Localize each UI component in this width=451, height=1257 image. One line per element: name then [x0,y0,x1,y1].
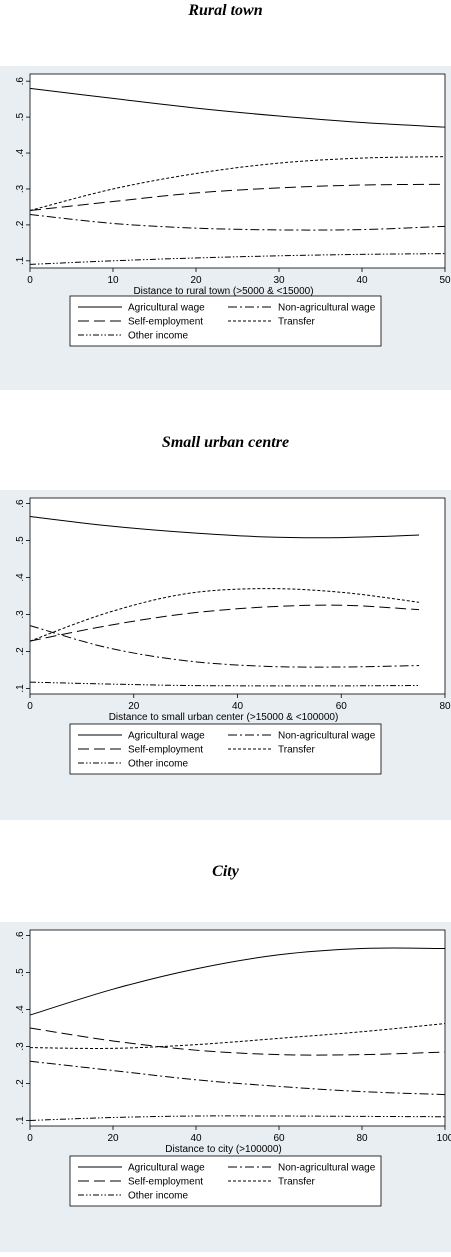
legend-label-non-agricultural-wage: Non-agricultural wage [278,731,376,742]
legend-label-self-employment: Self-employment [128,745,203,756]
series-line-other-income [29,253,446,265]
series-line-other-income [29,1115,446,1121]
series-line-self-employment [29,183,446,212]
legend [69,1155,382,1207]
line-chart-small-urban-centre: .1 .2 .3 .4 .5 .6 0 20 40 60 80 Distance to small u… [15,497,451,775]
series-line-agricultural-wage [29,947,446,1016]
chart-panel-rural-town: .1 .2 .3 .4 .5 .6 0 10 20 30 40 50 Distance to rural… [0,66,451,390]
x-tick-label: 0 [27,701,33,712]
legend-label-non-agricultural-wage: Non-agricultural wage [278,1163,376,1174]
y-tick-label: .1 [15,1116,26,1125]
series-line-self-employment [29,604,420,642]
x-tick-label: 80 [439,701,451,712]
x-tick-label: 30 [273,275,285,286]
line-chart-rural-town: .1 .2 .3 .4 .5 .6 0 10 20 30 40 50 Distance to rural… [15,73,451,347]
legend-label-other-income: Other income [128,759,188,770]
y-tick-label: .6 [15,499,26,508]
y-tick-label: .6 [15,77,26,86]
y-tick-label: .4 [15,148,26,157]
x-axis-label: Distance to city (>100000) [165,1144,281,1155]
x-tick-label: 20 [190,275,202,286]
x-tick-label: 60 [273,1133,285,1144]
series-line-other-income [29,681,420,687]
legend-label-agricultural-wage: Agricultural wage [128,303,205,314]
plot-area [29,73,446,269]
series-line-transfer [29,588,420,642]
y-tick-label: .3 [15,610,26,619]
y-tick-label: .5 [15,113,26,122]
y-tick-label: .6 [15,931,26,940]
legend-label-self-employment: Self-employment [128,317,203,328]
x-tick-label: 60 [336,701,348,712]
legend-label-agricultural-wage: Agricultural wage [128,1163,205,1174]
legend-label-transfer: Transfer [278,745,316,756]
plot-area [29,929,446,1127]
series-line-non-agricultural-wage [29,625,420,668]
legend [69,723,382,775]
legend [69,295,382,347]
legend-label-self-employment: Self-employment [128,1177,203,1188]
y-tick-label: .3 [15,1042,26,1051]
y-tick-label: .2 [15,647,26,656]
series-line-non-agricultural-wage [29,1060,446,1096]
x-tick-label: 10 [107,275,119,286]
x-tick-label: 50 [439,275,451,286]
y-tick-label: .5 [15,968,26,977]
legend-label-other-income: Other income [128,331,188,342]
x-tick-label: 40 [232,701,244,712]
x-tick-label: 80 [356,1133,368,1144]
x-axis-label: Distance to rural town (>5000 & <15000) [133,286,313,297]
y-tick-label: .1 [15,684,26,693]
x-tick-label: 40 [190,1133,202,1144]
x-tick-label: 20 [107,1133,119,1144]
x-tick-label: 0 [27,275,33,286]
legend-label-agricultural-wage: Agricultural wage [128,731,205,742]
x-tick-label: 0 [27,1133,33,1144]
legend-label-transfer: Transfer [278,317,316,328]
chart-panel-city: .1 .2 .3 .4 .5 .6 0 20 40 60 80 100 Distance to city… [0,922,451,1252]
y-tick-label: .2 [15,220,26,229]
series-line-transfer [29,1023,446,1049]
legend-label-other-income: Other income [128,1191,188,1202]
y-tick-label: .4 [15,573,26,582]
series-line-agricultural-wage [29,515,420,539]
x-axis-label: Distance to small urban center (>15000 &… [109,712,339,723]
line-chart-city: .1 .2 .3 .4 .5 .6 0 20 40 60 80 100 Distance to city… [15,929,451,1207]
x-tick-label: 40 [356,275,368,286]
series-line-transfer [29,156,446,212]
y-tick-label: .3 [15,184,26,193]
chart-title-rural-town: Rural town [188,2,263,19]
y-tick-label: .4 [15,1005,26,1014]
chart-title-small-urban-centre: Small urban centre [161,434,290,451]
plot-area [29,497,446,695]
x-tick-label: 20 [128,701,140,712]
chart-title-city: City [212,863,239,880]
legend-label-non-agricultural-wage: Non-agricultural wage [278,303,376,314]
series-line-self-employment [29,1027,446,1056]
y-tick-label: .1 [15,256,26,265]
series-line-agricultural-wage [29,87,446,128]
chart-panel-small-urban-centre: .1 .2 .3 .4 .5 .6 0 20 40 60 80 Distance to small u… [0,490,451,820]
x-tick-label: 100 [437,1133,451,1144]
y-tick-label: .2 [15,1079,26,1088]
series-line-non-agricultural-wage [29,213,446,231]
legend-label-transfer: Transfer [278,1177,316,1188]
y-tick-label: .5 [15,536,26,545]
